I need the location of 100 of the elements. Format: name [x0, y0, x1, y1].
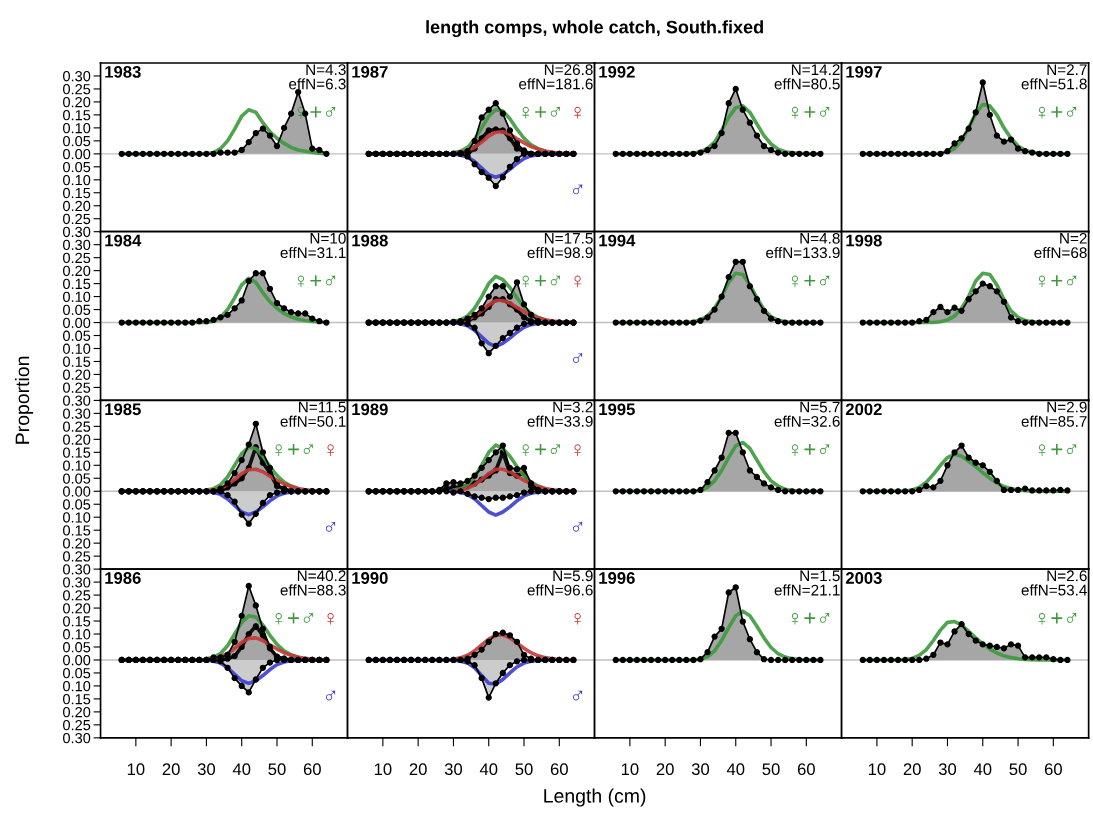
y-tick-label: 0.10 — [63, 174, 91, 186]
series-label: ♀+♂ — [1038, 106, 1077, 119]
annotation: effN=68 — [1034, 246, 1087, 259]
annotation: N=26.8 — [544, 64, 593, 76]
series-label: ♀ — [574, 275, 581, 288]
x-tick-label: 30 — [691, 763, 710, 776]
y-tick-label: 0.30 — [63, 732, 91, 744]
x-tick-label: 50 — [1009, 763, 1027, 776]
series-label: ♂ — [572, 184, 583, 195]
annotation: 1995 — [599, 403, 635, 416]
annotation: N=2.7 — [1047, 64, 1087, 75]
y-tick-label: 0.30 — [63, 239, 91, 251]
x-tick-label: 60 — [797, 763, 815, 776]
series-label: ♀+♂ — [791, 106, 830, 119]
x-tick-label: 40 — [973, 763, 992, 776]
y-tick-label: 0.20 — [63, 434, 91, 445]
annotation: N=10 — [310, 232, 346, 244]
y-tick-label: 0.20 — [63, 200, 91, 212]
y-tick-label: 0.30 — [63, 226, 91, 238]
annotation: N=2 — [1060, 232, 1087, 244]
series-label: ♀ — [574, 106, 581, 119]
annotation: 1996 — [599, 572, 635, 584]
annotation: 1988 — [352, 234, 388, 247]
y-tick-label: 0.25 — [63, 382, 91, 393]
y-tick-label: 0.15 — [63, 694, 91, 705]
series-label: ♂ — [325, 521, 336, 532]
x-tick-label: 20 — [409, 763, 427, 776]
series-label: ♀+♂ — [275, 612, 314, 625]
y-tick-label: 0.15 — [63, 110, 91, 121]
annotation: 1990 — [352, 572, 388, 584]
y-tick-label: 0.15 — [63, 278, 91, 290]
y-tick-label: 0.05 — [63, 473, 91, 484]
x-tick-label: 10 — [374, 763, 392, 776]
annotation: effN=181.6 — [519, 78, 593, 90]
x-tick-label: 30 — [197, 763, 216, 776]
annotation: N=17.5 — [544, 233, 593, 244]
x-tick-label: 60 — [303, 763, 321, 776]
y-tick-label: 0.15 — [63, 447, 91, 458]
x-tick-label: 20 — [656, 763, 674, 776]
series-label: ♀ — [574, 444, 581, 456]
x-tick-label: 10 — [868, 763, 886, 776]
series-label: ♀+♂ — [275, 443, 314, 456]
y-tick-label: 0.15 — [63, 525, 91, 536]
y-tick-label: 0.20 — [63, 97, 91, 108]
series-label: ♀ — [327, 612, 334, 625]
annotation: N=2.9 — [1047, 401, 1087, 413]
annotation: effN=33.9 — [527, 415, 593, 427]
y-tick-label: 0.05 — [63, 330, 91, 341]
series-label: ♀+♂ — [522, 443, 561, 456]
y-tick-label: 0.30 — [63, 577, 91, 588]
x-tick-label: 30 — [938, 763, 957, 776]
x-tick-label: 50 — [515, 763, 533, 776]
series-label: ♀+♂ — [522, 275, 561, 288]
series-label: ♀+♂ — [1038, 443, 1077, 456]
y-tick-label: 0.00 — [63, 486, 91, 497]
x-tick-label: 40 — [232, 763, 251, 776]
x-tick-label: 20 — [162, 763, 180, 776]
x-tick-label: 50 — [762, 763, 780, 776]
series-label: ♀+♂ — [791, 443, 830, 456]
y-tick-label: 0.30 — [63, 408, 91, 419]
y-tick-label: 0.15 — [63, 356, 91, 367]
y-tick-label: 0.25 — [63, 421, 91, 432]
annotation: N=2.6 — [1047, 570, 1087, 582]
annotation: 1997 — [846, 65, 882, 78]
y-tick-label: 0.25 — [63, 252, 91, 264]
y-tick-label: 0.05 — [63, 499, 91, 510]
y-tick-label: 0.20 — [63, 603, 91, 614]
annotation: 1992 — [599, 65, 635, 78]
y-tick-label: 0.10 — [63, 512, 91, 523]
y-tick-label: 0.15 — [63, 187, 91, 199]
y-tick-label: 0.25 — [63, 719, 91, 731]
annotation: N=11.5 — [299, 401, 346, 413]
y-tick-label: 0.20 — [63, 369, 91, 380]
series-label: ♀+♂ — [297, 275, 336, 288]
x-axis-title: Length (cm) — [544, 788, 646, 807]
annotation: effN=50.1 — [280, 415, 346, 427]
annotation: 2003 — [845, 572, 882, 584]
y-tick-label: 0.20 — [63, 706, 91, 718]
y-tick-label: 0.10 — [63, 343, 91, 354]
annotation: effN=133.9 — [766, 246, 840, 259]
annotation: 1985 — [105, 403, 141, 416]
y-tick-label: 0.05 — [63, 304, 91, 315]
annotation: effN=51.8 — [1021, 78, 1087, 90]
y-tick-label: 0.30 — [63, 395, 91, 406]
y-tick-label: 0.20 — [63, 265, 91, 277]
annotation: effN=98.9 — [527, 246, 593, 259]
y-tick-label: 0.00 — [63, 317, 91, 328]
series-label: ♀+♂ — [791, 275, 830, 288]
y-tick-label: 0.10 — [63, 629, 91, 640]
y-tick-label: 0.20 — [63, 538, 91, 549]
series-label: ♀+♂ — [1038, 612, 1077, 625]
y-tick-label: 0.05 — [63, 135, 91, 147]
annotation: N=40.2 — [297, 570, 346, 582]
y-tick-label: 0.10 — [63, 681, 91, 692]
series-label: ♀+♂ — [791, 612, 830, 625]
x-tick-label: 60 — [550, 763, 568, 776]
series-label: ♀ — [327, 444, 334, 456]
x-tick-label: 60 — [1044, 763, 1062, 776]
series-label: ♀+♂ — [1038, 275, 1077, 288]
y-tick-label: 0.25 — [63, 84, 91, 95]
